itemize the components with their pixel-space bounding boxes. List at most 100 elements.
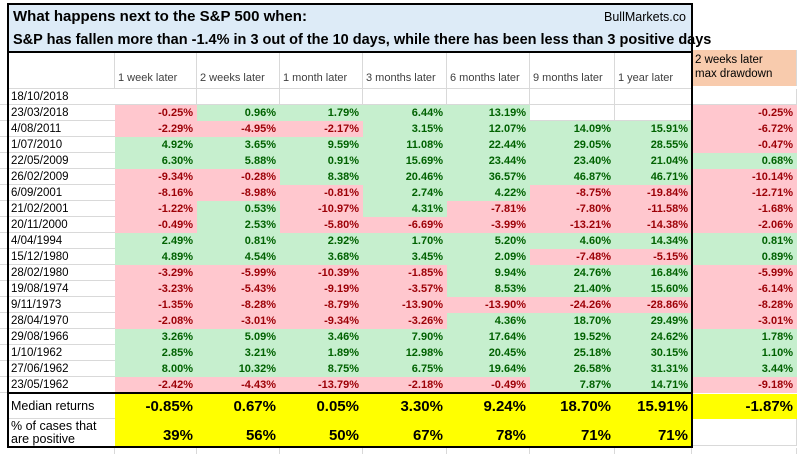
drawdown-cell[interactable]: -9.18% xyxy=(692,377,797,393)
return-cell[interactable]: 8.75% xyxy=(280,361,363,377)
percent-positive-cell[interactable]: 50% xyxy=(280,419,363,446)
return-cell[interactable]: -0.25% xyxy=(115,105,197,121)
return-cell[interactable]: -4.43% xyxy=(197,377,280,393)
return-cell[interactable] xyxy=(447,89,530,105)
date-cell[interactable]: 23/05/1962 xyxy=(8,377,115,393)
return-cell[interactable]: -2.29% xyxy=(115,121,197,137)
date-cell[interactable]: 6/09/2001 xyxy=(8,185,115,201)
return-cell[interactable]: -6.69% xyxy=(363,217,447,233)
return-cell[interactable]: -1.22% xyxy=(115,201,197,217)
date-cell[interactable]: 15/12/1980 xyxy=(8,249,115,265)
return-cell[interactable]: 17.64% xyxy=(447,329,530,345)
return-cell[interactable]: 30.15% xyxy=(615,345,692,361)
return-cell[interactable]: 0.53% xyxy=(197,201,280,217)
return-cell[interactable]: -3.57% xyxy=(363,281,447,297)
return-cell[interactable]: -1.85% xyxy=(363,265,447,281)
return-cell[interactable]: 4.89% xyxy=(115,249,197,265)
return-cell[interactable] xyxy=(280,89,363,105)
return-cell[interactable]: 2.85% xyxy=(115,345,197,361)
date-cell[interactable]: 28/04/1970 xyxy=(8,313,115,329)
return-cell[interactable]: 3.21% xyxy=(197,345,280,361)
median-label[interactable]: Median returns xyxy=(8,394,115,419)
return-cell[interactable]: -2.42% xyxy=(115,377,197,393)
drawdown-cell[interactable]: 0.89% xyxy=(692,249,797,265)
percent-drawdown-blank-cell[interactable] xyxy=(692,419,797,446)
return-cell[interactable]: -9.34% xyxy=(115,169,197,185)
return-cell[interactable]: -24.26% xyxy=(530,297,615,313)
return-cell[interactable]: 26.58% xyxy=(530,361,615,377)
drawdown-cell[interactable]: -0.25% xyxy=(692,105,797,121)
return-cell[interactable]: 23.44% xyxy=(447,153,530,169)
return-cell[interactable]: -3.23% xyxy=(115,281,197,297)
return-cell[interactable]: 36.57% xyxy=(447,169,530,185)
return-cell[interactable]: 4.60% xyxy=(530,233,615,249)
median-cell[interactable]: 9.24% xyxy=(447,394,530,419)
return-cell[interactable]: 19.64% xyxy=(447,361,530,377)
column-header[interactable]: 1 week later xyxy=(115,52,197,88)
date-cell[interactable]: 9/11/1973 xyxy=(8,297,115,313)
return-cell[interactable]: -2.18% xyxy=(363,377,447,393)
return-cell[interactable]: 28.55% xyxy=(615,137,692,153)
return-cell[interactable]: -13.90% xyxy=(363,297,447,313)
date-cell[interactable]: 1/07/2010 xyxy=(8,137,115,153)
return-cell[interactable]: -19.84% xyxy=(615,185,692,201)
date-column-header[interactable] xyxy=(8,52,115,88)
return-cell[interactable]: 31.31% xyxy=(615,361,692,377)
date-cell[interactable]: 23/03/2018 xyxy=(8,105,115,121)
median-cell[interactable]: 15.91% xyxy=(615,394,692,419)
return-cell[interactable]: 18.70% xyxy=(530,313,615,329)
return-cell[interactable]: -0.49% xyxy=(447,377,530,393)
return-cell[interactable]: -5.80% xyxy=(280,217,363,233)
return-cell[interactable]: -7.48% xyxy=(530,249,615,265)
return-cell[interactable]: -11.58% xyxy=(615,201,692,217)
return-cell[interactable]: -2.08% xyxy=(115,313,197,329)
column-header[interactable]: 1 year later xyxy=(615,52,692,88)
return-cell[interactable]: 23.40% xyxy=(530,153,615,169)
return-cell[interactable]: 20.45% xyxy=(447,345,530,361)
return-cell[interactable]: 3.26% xyxy=(115,329,197,345)
return-cell[interactable]: 8.53% xyxy=(447,281,530,297)
return-cell[interactable]: 9.94% xyxy=(447,265,530,281)
return-cell[interactable]: -0.81% xyxy=(280,185,363,201)
return-cell[interactable]: 4.92% xyxy=(115,137,197,153)
return-cell[interactable]: 4.54% xyxy=(197,249,280,265)
return-cell[interactable]: 15.60% xyxy=(615,281,692,297)
return-cell[interactable]: 1.79% xyxy=(280,105,363,121)
column-header[interactable]: 6 months later xyxy=(447,52,530,88)
return-cell[interactable]: 3.15% xyxy=(363,121,447,137)
title-cell[interactable]: What happens next to the S&P 500 when: B… xyxy=(8,4,711,52)
return-cell[interactable]: -13.90% xyxy=(447,297,530,313)
percent-positive-cell[interactable]: 39% xyxy=(115,419,197,446)
return-cell[interactable]: -7.80% xyxy=(530,201,615,217)
return-cell[interactable] xyxy=(363,89,447,105)
return-cell[interactable]: 6.75% xyxy=(363,361,447,377)
return-cell[interactable]: 3.45% xyxy=(363,249,447,265)
return-cell[interactable]: 13.19% xyxy=(447,105,530,121)
return-cell[interactable]: 2.74% xyxy=(363,185,447,201)
return-cell[interactable]: 46.87% xyxy=(530,169,615,185)
return-cell[interactable]: 14.09% xyxy=(530,121,615,137)
return-cell[interactable]: 19.52% xyxy=(530,329,615,345)
drawdown-cell[interactable]: 1.78% xyxy=(692,329,797,345)
drawdown-cell[interactable]: -3.01% xyxy=(692,313,797,329)
return-cell[interactable]: -8.79% xyxy=(280,297,363,313)
return-cell[interactable]: -28.86% xyxy=(615,297,692,313)
percent-positive-label[interactable]: % of cases that are positive xyxy=(8,419,115,446)
drawdown-cell[interactable]: 3.44% xyxy=(692,361,797,377)
percent-positive-cell[interactable]: 67% xyxy=(363,419,447,446)
return-cell[interactable]: 4.22% xyxy=(447,185,530,201)
date-cell[interactable]: 27/06/1962 xyxy=(8,361,115,377)
return-cell[interactable]: 21.40% xyxy=(530,281,615,297)
median-cell[interactable]: 0.05% xyxy=(280,394,363,419)
return-cell[interactable]: 14.71% xyxy=(615,377,692,393)
date-cell[interactable]: 19/08/1974 xyxy=(8,281,115,297)
date-cell[interactable]: 26/02/2009 xyxy=(8,169,115,185)
return-cell[interactable] xyxy=(530,105,615,121)
median-cell[interactable]: 0.67% xyxy=(197,394,280,419)
return-cell[interactable]: 1.89% xyxy=(280,345,363,361)
drawdown-cell[interactable]: -8.28% xyxy=(692,297,797,313)
return-cell[interactable]: 8.00% xyxy=(115,361,197,377)
drawdown-cell[interactable]: -12.71% xyxy=(692,185,797,201)
return-cell[interactable] xyxy=(197,89,280,105)
return-cell[interactable]: -8.98% xyxy=(197,185,280,201)
